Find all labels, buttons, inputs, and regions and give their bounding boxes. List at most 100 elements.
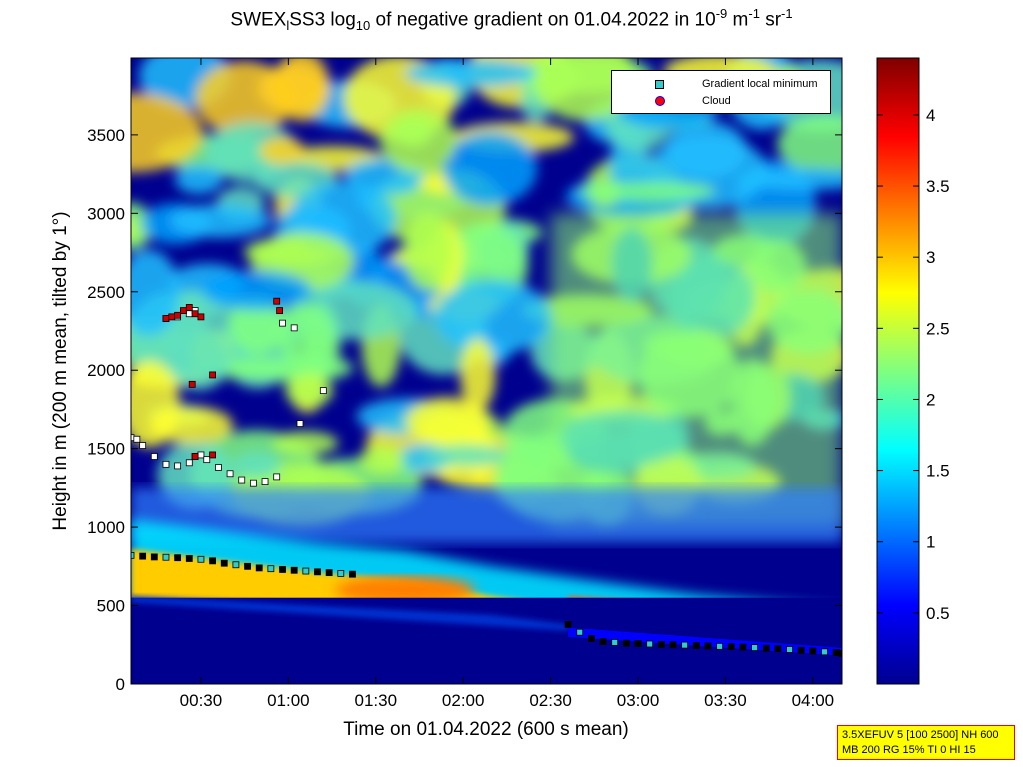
upper-minimum-point (296, 420, 304, 427)
y-tick-label: 0 (116, 675, 125, 694)
texture-blob (443, 131, 538, 206)
legend-label: Gradient local minimum (702, 78, 818, 90)
gradient-minimum-point (197, 555, 205, 563)
gradient-minimum-point (611, 639, 619, 646)
upper-minimum-point (185, 310, 193, 318)
upper-minimum-point (150, 453, 158, 460)
cloud-point (197, 313, 205, 321)
texture-blob (531, 58, 637, 121)
texture-blob (258, 63, 328, 113)
gradient-minimum-point (337, 569, 345, 577)
x-tick-label: 01:00 (267, 691, 310, 710)
upper-minimum-point (261, 478, 269, 486)
cloud-point (209, 371, 216, 379)
gradient-minimum-point (716, 642, 724, 650)
gradient-minimum-point (821, 648, 828, 656)
cloud-point (191, 310, 199, 318)
chart-title: SWEXlSS3 log10 of negative gradient on 0… (230, 6, 793, 34)
texture-blob (405, 59, 537, 88)
x-tick-label: 04:00 (792, 691, 835, 710)
right-field (550, 213, 842, 528)
upper-minimum-point (238, 476, 246, 484)
texture-blob (131, 360, 180, 448)
texture-blob (664, 120, 747, 179)
info-line-2: MB 200 RG 15% TI 0 HI 15 (842, 744, 976, 756)
upper-minimum-point (174, 462, 182, 470)
gradient-minimum-point (290, 566, 298, 574)
gradient-minimum-point (681, 641, 689, 649)
cloud-point (185, 304, 193, 311)
gradient-minimum-point (255, 564, 263, 572)
cloud-point (276, 307, 284, 314)
colorbar-tick-label: 2 (926, 390, 935, 409)
surface-transition (131, 596, 569, 631)
texture-blob (168, 204, 271, 238)
gradient-minimum-point (797, 646, 805, 654)
y-axis: 0 500 1000 1500 2000 2500 3000 3500 (87, 126, 842, 694)
gradient-minimum-point (588, 635, 595, 642)
legend-item-cloud: Cloud (618, 94, 731, 108)
legend-item-gradient-minimum: Gradient local minimum (618, 77, 818, 91)
colorbar-tick-label: 0.5 (926, 604, 950, 623)
gradient-minimum-point (244, 562, 251, 570)
texture-blob (201, 270, 312, 311)
upper-minimum-point (133, 435, 141, 443)
colorbar-ticks: 0.5 1 1.5 2 2.5 3 3.5 4 (877, 106, 950, 623)
texture-blob (777, 115, 842, 174)
colorbar-tick-label: 1.5 (926, 462, 950, 481)
gradient-minimum-point (838, 650, 842, 657)
gradient-minimum-point (832, 649, 840, 657)
legend-label: Cloud (702, 95, 731, 107)
y-tick-label: 3500 (87, 126, 125, 145)
gradient-minimum-point (279, 566, 286, 573)
gradient-minimum-point (739, 643, 747, 651)
colorbar (876, 57, 920, 685)
texture-blob (205, 121, 299, 183)
texture-blob (403, 211, 454, 291)
cloud-point (174, 311, 182, 319)
texture-blob (272, 431, 339, 456)
texture-blob (425, 444, 511, 467)
gradient-minimum-point (774, 645, 782, 653)
colorbar-tick-label: 3.5 (926, 177, 950, 196)
upper-minimum-point (203, 456, 211, 464)
gradient-minimum-point (150, 553, 158, 561)
x-tick-label: 02:00 (442, 691, 485, 710)
x-axis-label: Time on 01.04.2022 (600 s mean) (343, 719, 629, 740)
x-tick-label: 03:00 (617, 691, 660, 710)
gradient-minimum-point (564, 620, 572, 628)
gradient-minimum-point (349, 570, 356, 578)
upper-minimum-point (249, 479, 257, 487)
texture-blob (259, 136, 305, 165)
gradient-minimum-point (314, 568, 321, 576)
texture-blob (358, 445, 405, 476)
gradient-minimum-point (751, 644, 758, 652)
gradient-minimum-point (302, 567, 310, 575)
upper-minimum-point (215, 464, 222, 471)
upper-minimum-point (139, 442, 147, 449)
upper-minimum-point (162, 460, 170, 468)
gradient-minimum-point (669, 641, 677, 649)
y-tick-label: 1500 (87, 440, 125, 459)
cloud-point (273, 297, 281, 305)
gradient-minimum-point (809, 647, 817, 655)
gradient-minimum-point (267, 565, 275, 573)
texture-blob (277, 303, 336, 367)
gradient-minimum-point (599, 638, 607, 646)
y-tick-label: 500 (97, 597, 125, 616)
gradient-minimum-point (762, 644, 770, 652)
texture-blob (405, 397, 490, 446)
x-axis: 00:30 01:00 01:30 02:00 02:30 03:00 03:30 04:00 (180, 58, 834, 710)
upper-minimum-point (279, 319, 286, 327)
cloud-point (188, 380, 196, 388)
gradient-minimum-point (634, 640, 642, 647)
texture-blob (131, 92, 203, 173)
gradient-minimum-point (174, 554, 182, 562)
marker-layer (131, 297, 842, 657)
info-box: 3.5XEFUV 5 [100 2500] NH 600 MB 200 RG 1… (837, 725, 1015, 760)
texture-blob (460, 338, 496, 412)
cloud-point (209, 451, 216, 459)
texture-blob (174, 164, 223, 195)
x-tick-label: 03:30 (704, 691, 747, 710)
gradient-minimum-point (220, 559, 228, 567)
